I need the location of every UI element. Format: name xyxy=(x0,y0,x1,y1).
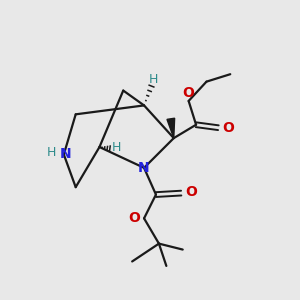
Text: H: H xyxy=(112,140,121,154)
Text: H: H xyxy=(46,146,56,159)
Text: O: O xyxy=(222,121,234,135)
Text: H: H xyxy=(148,73,158,86)
Text: O: O xyxy=(185,184,197,199)
Text: N: N xyxy=(138,161,150,175)
Text: N: N xyxy=(59,148,71,161)
Text: O: O xyxy=(182,85,194,100)
Text: O: O xyxy=(129,212,140,225)
Polygon shape xyxy=(167,118,175,138)
